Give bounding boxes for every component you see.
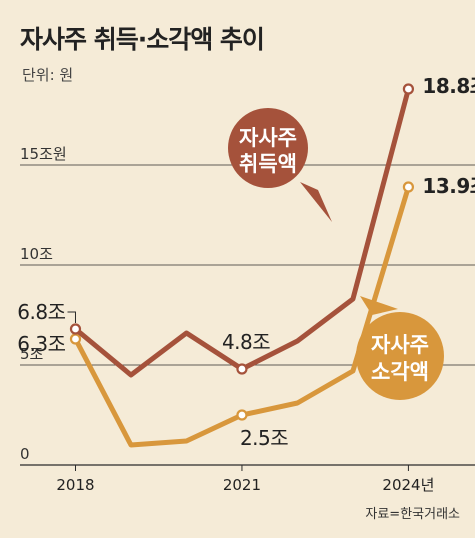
leader-line <box>67 311 76 323</box>
data-point-retirement <box>236 409 248 421</box>
source-note: 자료=한국거래소 <box>365 507 460 522</box>
data-label: 6.8조 <box>17 300 65 324</box>
x-tick-label: 2018 <box>56 476 94 494</box>
y-tick-label: 15조원 <box>20 145 67 163</box>
x-tick-label: 2021 <box>223 476 261 494</box>
callout-retirement-bubble <box>356 312 444 400</box>
data-label: 4.8조 <box>222 330 270 354</box>
data-labels: 6.8조 4.8조 18.8조원 6.3조 2.5조 13.9조원 <box>17 74 475 450</box>
data-label: 13.9조원 <box>422 174 475 198</box>
series-line-retirement <box>72 184 411 448</box>
data-point-acquisition <box>402 83 415 95</box>
series-lines <box>69 83 415 448</box>
y-tick-label: 0 <box>20 445 30 463</box>
unit-label: 단위: 원 <box>22 66 73 84</box>
data-point-acquisition <box>236 363 248 375</box>
callout-acquisition-tail <box>300 182 332 222</box>
callout-retirement-line2: 소각액 <box>371 360 429 384</box>
data-label: 2.5조 <box>240 426 288 450</box>
data-label: 18.8조원 <box>422 74 475 98</box>
chart-title: 자사주 취득·소각액 추이 <box>20 25 264 54</box>
x-tick-label: 2024년 <box>382 476 434 494</box>
data-point-retirement <box>402 181 415 193</box>
callout-acquisition-line1: 자사주 <box>239 126 297 150</box>
x-axis: 2018 2021 2024년 <box>20 464 475 494</box>
callout-acquisition: 자사주 취득액 <box>228 108 332 222</box>
y-axis-ticks: 0 5조 10조 15조원 <box>20 145 67 463</box>
callout-acquisition-bubble <box>228 108 308 188</box>
callout-acquisition-line2: 취득액 <box>239 152 297 176</box>
y-tick-label: 5조 <box>20 345 44 363</box>
callout-retirement-line1: 자사주 <box>371 333 429 357</box>
y-tick-label: 10조 <box>20 245 53 263</box>
callout-retirement-tail <box>360 296 398 315</box>
data-point-acquisition <box>69 323 82 335</box>
data-point-retirement <box>69 333 82 345</box>
data-label: 6.3조 <box>17 332 65 356</box>
